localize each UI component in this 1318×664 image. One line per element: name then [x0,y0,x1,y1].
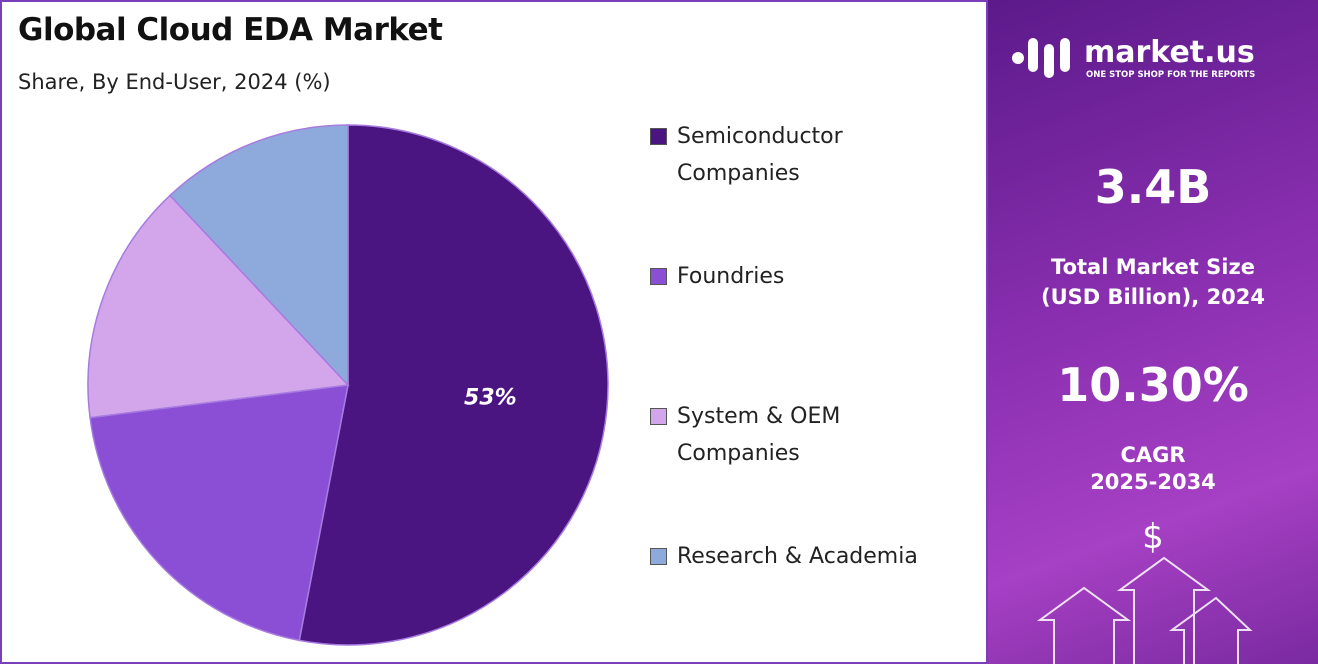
legend-item: System & OEM Companies [650,398,882,472]
pie-slice [87,194,350,419]
dollar-icon: $ [1142,517,1164,557]
legend-swatch [650,548,667,565]
pie-chart: 53% [87,124,609,646]
pie-slice [168,124,349,387]
legend-label: Semiconductor Companies [677,124,843,186]
legend-item: Foundries [650,258,882,295]
cagr-label: CAGR [1120,443,1186,467]
pie-slice [89,384,349,642]
legend-label: Foundries [677,264,785,289]
chart-title: Global Cloud EDA Market [18,12,443,48]
market-size-label: Total Market Size [1051,255,1255,279]
tagline: ONE STOP SHOP FOR THE REPORTS [1086,70,1255,80]
legend-swatch [650,408,667,425]
legend-swatch [650,128,667,145]
info-panel: $ market.us ONE STOP SHOP FOR THE REPORT… [988,0,1318,664]
legend-item: Research & Academia [650,538,918,575]
brand: market.us [1084,35,1255,70]
chart-panel: Global Cloud EDA Market Share, By End-Us… [0,0,988,664]
data-label: 53% [464,385,517,410]
pie-slice [298,124,609,646]
cagr-label: 2025-2034 [1090,470,1216,494]
legend-swatch [650,268,667,285]
market-size: 3.4B [1094,160,1212,214]
logo-icon [1012,38,1070,78]
legend-label: Research & Academia [677,544,918,569]
cagr: 10.30% [1057,358,1249,412]
legend-item: Semiconductor Companies [650,118,882,192]
market-size-label: (USD Billion), 2024 [1040,285,1266,309]
chart-subtitle: Share, By End-User, 2024 (%) [18,70,331,94]
decor: $ market.us ONE STOP SHOP FOR THE REPORT… [1012,35,1255,664]
legend-label: System & OEM Companies [677,404,841,466]
arrows [1036,556,1253,664]
